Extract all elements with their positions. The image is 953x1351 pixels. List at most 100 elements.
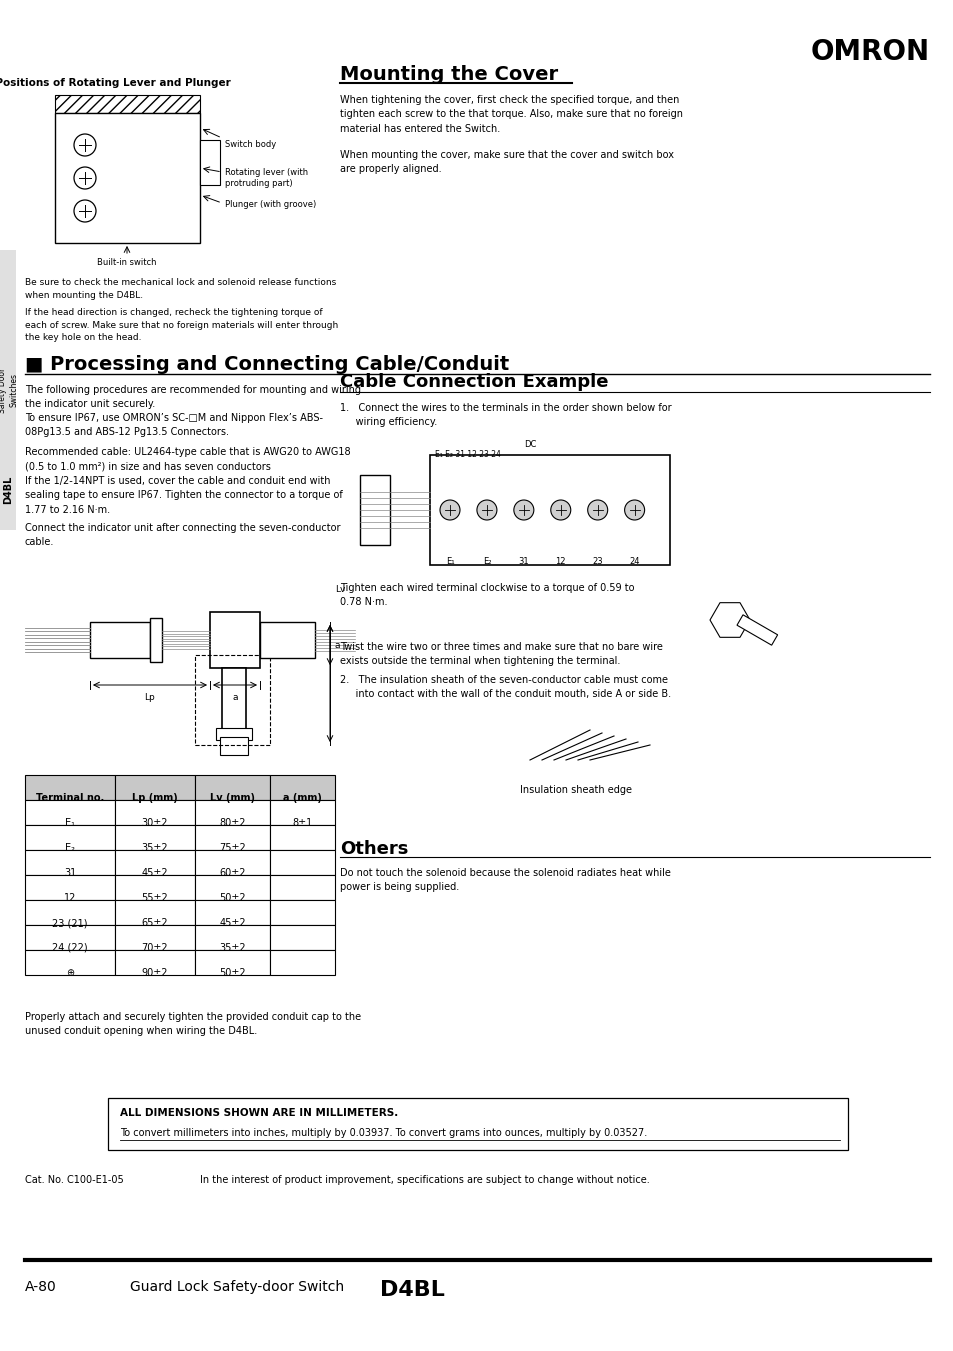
Bar <box>25 900 115 925</box>
Text: 35±2: 35±2 <box>142 843 168 852</box>
Bar <box>115 950 194 975</box>
Bar <box>260 621 314 658</box>
Circle shape <box>514 500 534 520</box>
Bar <box>25 775 115 800</box>
Text: 70±2: 70±2 <box>142 943 168 952</box>
Circle shape <box>74 134 96 155</box>
Bar <box>115 800 194 825</box>
Text: Built-in switch: Built-in switch <box>97 258 156 267</box>
Text: 31: 31 <box>64 867 76 878</box>
Circle shape <box>476 500 497 520</box>
Bar <box>115 900 194 925</box>
Circle shape <box>587 500 607 520</box>
Text: Tighten each wired terminal clockwise to a torque of 0.59 to
0.78 N·m.: Tighten each wired terminal clockwise to… <box>339 584 634 608</box>
Text: 31: 31 <box>518 557 529 566</box>
Text: Properly attach and securely tighten the provided conduit cap to the
unused cond: Properly attach and securely tighten the… <box>25 1012 361 1036</box>
Text: Do not touch the solenoid because the solenoid radiates heat while
power is bein: Do not touch the solenoid because the so… <box>339 867 670 893</box>
Bar <box>108 1098 847 1150</box>
Polygon shape <box>709 603 749 638</box>
Bar <box>270 925 335 950</box>
Text: a: a <box>335 640 340 650</box>
Bar <box>359 476 390 544</box>
Bar <box>194 900 270 925</box>
Text: Others: Others <box>339 840 408 858</box>
Text: 12: 12 <box>64 893 76 902</box>
Text: 50±2: 50±2 <box>219 893 246 902</box>
Bar <box>270 850 335 875</box>
Text: Lv (mm): Lv (mm) <box>210 793 254 802</box>
Text: D4BL: D4BL <box>3 476 13 504</box>
Text: OMRON: OMRON <box>810 38 929 66</box>
Text: Normal Positions of Rotating Lever and Plunger: Normal Positions of Rotating Lever and P… <box>0 78 231 88</box>
Bar <box>270 875 335 900</box>
Text: Guard Lock Safety-door Switch: Guard Lock Safety-door Switch <box>130 1279 344 1294</box>
Bar <box>270 800 335 825</box>
Text: 35±2: 35±2 <box>219 943 246 952</box>
Text: 23 (21): 23 (21) <box>52 917 88 928</box>
Bar <box>222 667 246 730</box>
Bar <box>430 455 669 565</box>
Text: E₂: E₂ <box>65 843 75 852</box>
Text: 12: 12 <box>555 557 565 566</box>
Bar <box>200 141 220 185</box>
Bar <box>270 775 335 800</box>
Text: 2.   The insulation sheath of the seven-conductor cable must come
     into cont: 2. The insulation sheath of the seven-co… <box>339 676 670 700</box>
Text: Lp (mm): Lp (mm) <box>132 793 177 802</box>
Text: Mounting the Cover: Mounting the Cover <box>339 65 558 84</box>
Text: Safety Door
Switches: Safety Door Switches <box>0 367 18 412</box>
Text: 24 (22): 24 (22) <box>52 943 88 952</box>
Bar <box>270 950 335 975</box>
Text: Terminal no.: Terminal no. <box>36 793 104 802</box>
Text: Cat. No. C100-E1-05: Cat. No. C100-E1-05 <box>25 1175 124 1185</box>
Circle shape <box>74 200 96 222</box>
Text: 90±2: 90±2 <box>142 969 168 978</box>
Bar <box>215 728 252 740</box>
Bar <box>115 825 194 850</box>
Text: E₁: E₁ <box>445 557 454 566</box>
Text: Plunger (with groove): Plunger (with groove) <box>225 200 315 209</box>
Text: When tightening the cover, first check the specified torque, and then
tighten ea: When tightening the cover, first check t… <box>339 95 682 134</box>
Text: Connect the indicator unit after connecting the seven-conductor
cable.: Connect the indicator unit after connect… <box>25 523 340 547</box>
Text: Lv: Lv <box>335 585 345 594</box>
Bar <box>55 113 200 243</box>
Text: 45±2: 45±2 <box>219 917 246 928</box>
Bar <box>737 615 777 646</box>
Bar <box>210 612 260 667</box>
Text: 55±2: 55±2 <box>141 893 168 902</box>
Text: 80±2: 80±2 <box>219 817 246 828</box>
Text: A-80: A-80 <box>25 1279 56 1294</box>
Bar <box>270 900 335 925</box>
Text: 60±2: 60±2 <box>219 867 246 878</box>
Bar <box>115 775 194 800</box>
Text: To convert millimeters into inches, multiply by 0.03937. To convert grams into o: To convert millimeters into inches, mult… <box>120 1128 646 1138</box>
Text: E₁ E₂ 31 12 23 24: E₁ E₂ 31 12 23 24 <box>435 450 500 459</box>
Bar <box>194 655 270 744</box>
Text: 1.   Connect the wires to the terminals in the order shown below for
     wiring: 1. Connect the wires to the terminals in… <box>339 403 671 427</box>
Text: 30±2: 30±2 <box>142 817 168 828</box>
Text: 23: 23 <box>592 557 602 566</box>
Text: To ensure IP67, use OMRON’s SC-□M and Nippon Flex’s ABS-
08Pg13.5 and ABS-12 Pg1: To ensure IP67, use OMRON’s SC-□M and Ni… <box>25 413 323 438</box>
Bar <box>194 950 270 975</box>
Text: a (mm): a (mm) <box>283 793 321 802</box>
Text: DC: DC <box>523 440 536 449</box>
Text: ■ Processing and Connecting Cable/Conduit: ■ Processing and Connecting Cable/Condui… <box>25 355 509 374</box>
Text: 65±2: 65±2 <box>142 917 168 928</box>
Text: 45±2: 45±2 <box>142 867 168 878</box>
Text: Lp: Lp <box>145 693 155 703</box>
Text: The following procedures are recommended for mounting and wiring
the indicator u: The following procedures are recommended… <box>25 385 360 409</box>
Bar <box>220 738 248 755</box>
Bar <box>55 95 200 113</box>
Bar <box>194 875 270 900</box>
Text: If the 1/2-14NPT is used, cover the cable and conduit end with
sealing tape to e: If the 1/2-14NPT is used, cover the cabl… <box>25 476 342 515</box>
Text: a: a <box>232 693 237 703</box>
Circle shape <box>439 500 459 520</box>
Text: 24: 24 <box>629 557 639 566</box>
Text: 8±1: 8±1 <box>292 817 313 828</box>
Text: 75±2: 75±2 <box>219 843 246 852</box>
Text: When mounting the cover, make sure that the cover and switch box
are properly al: When mounting the cover, make sure that … <box>339 150 673 174</box>
Text: Insulation sheath edge: Insulation sheath edge <box>519 785 631 794</box>
Bar <box>25 950 115 975</box>
Circle shape <box>550 500 570 520</box>
Bar <box>0 250 16 530</box>
Bar <box>194 925 270 950</box>
